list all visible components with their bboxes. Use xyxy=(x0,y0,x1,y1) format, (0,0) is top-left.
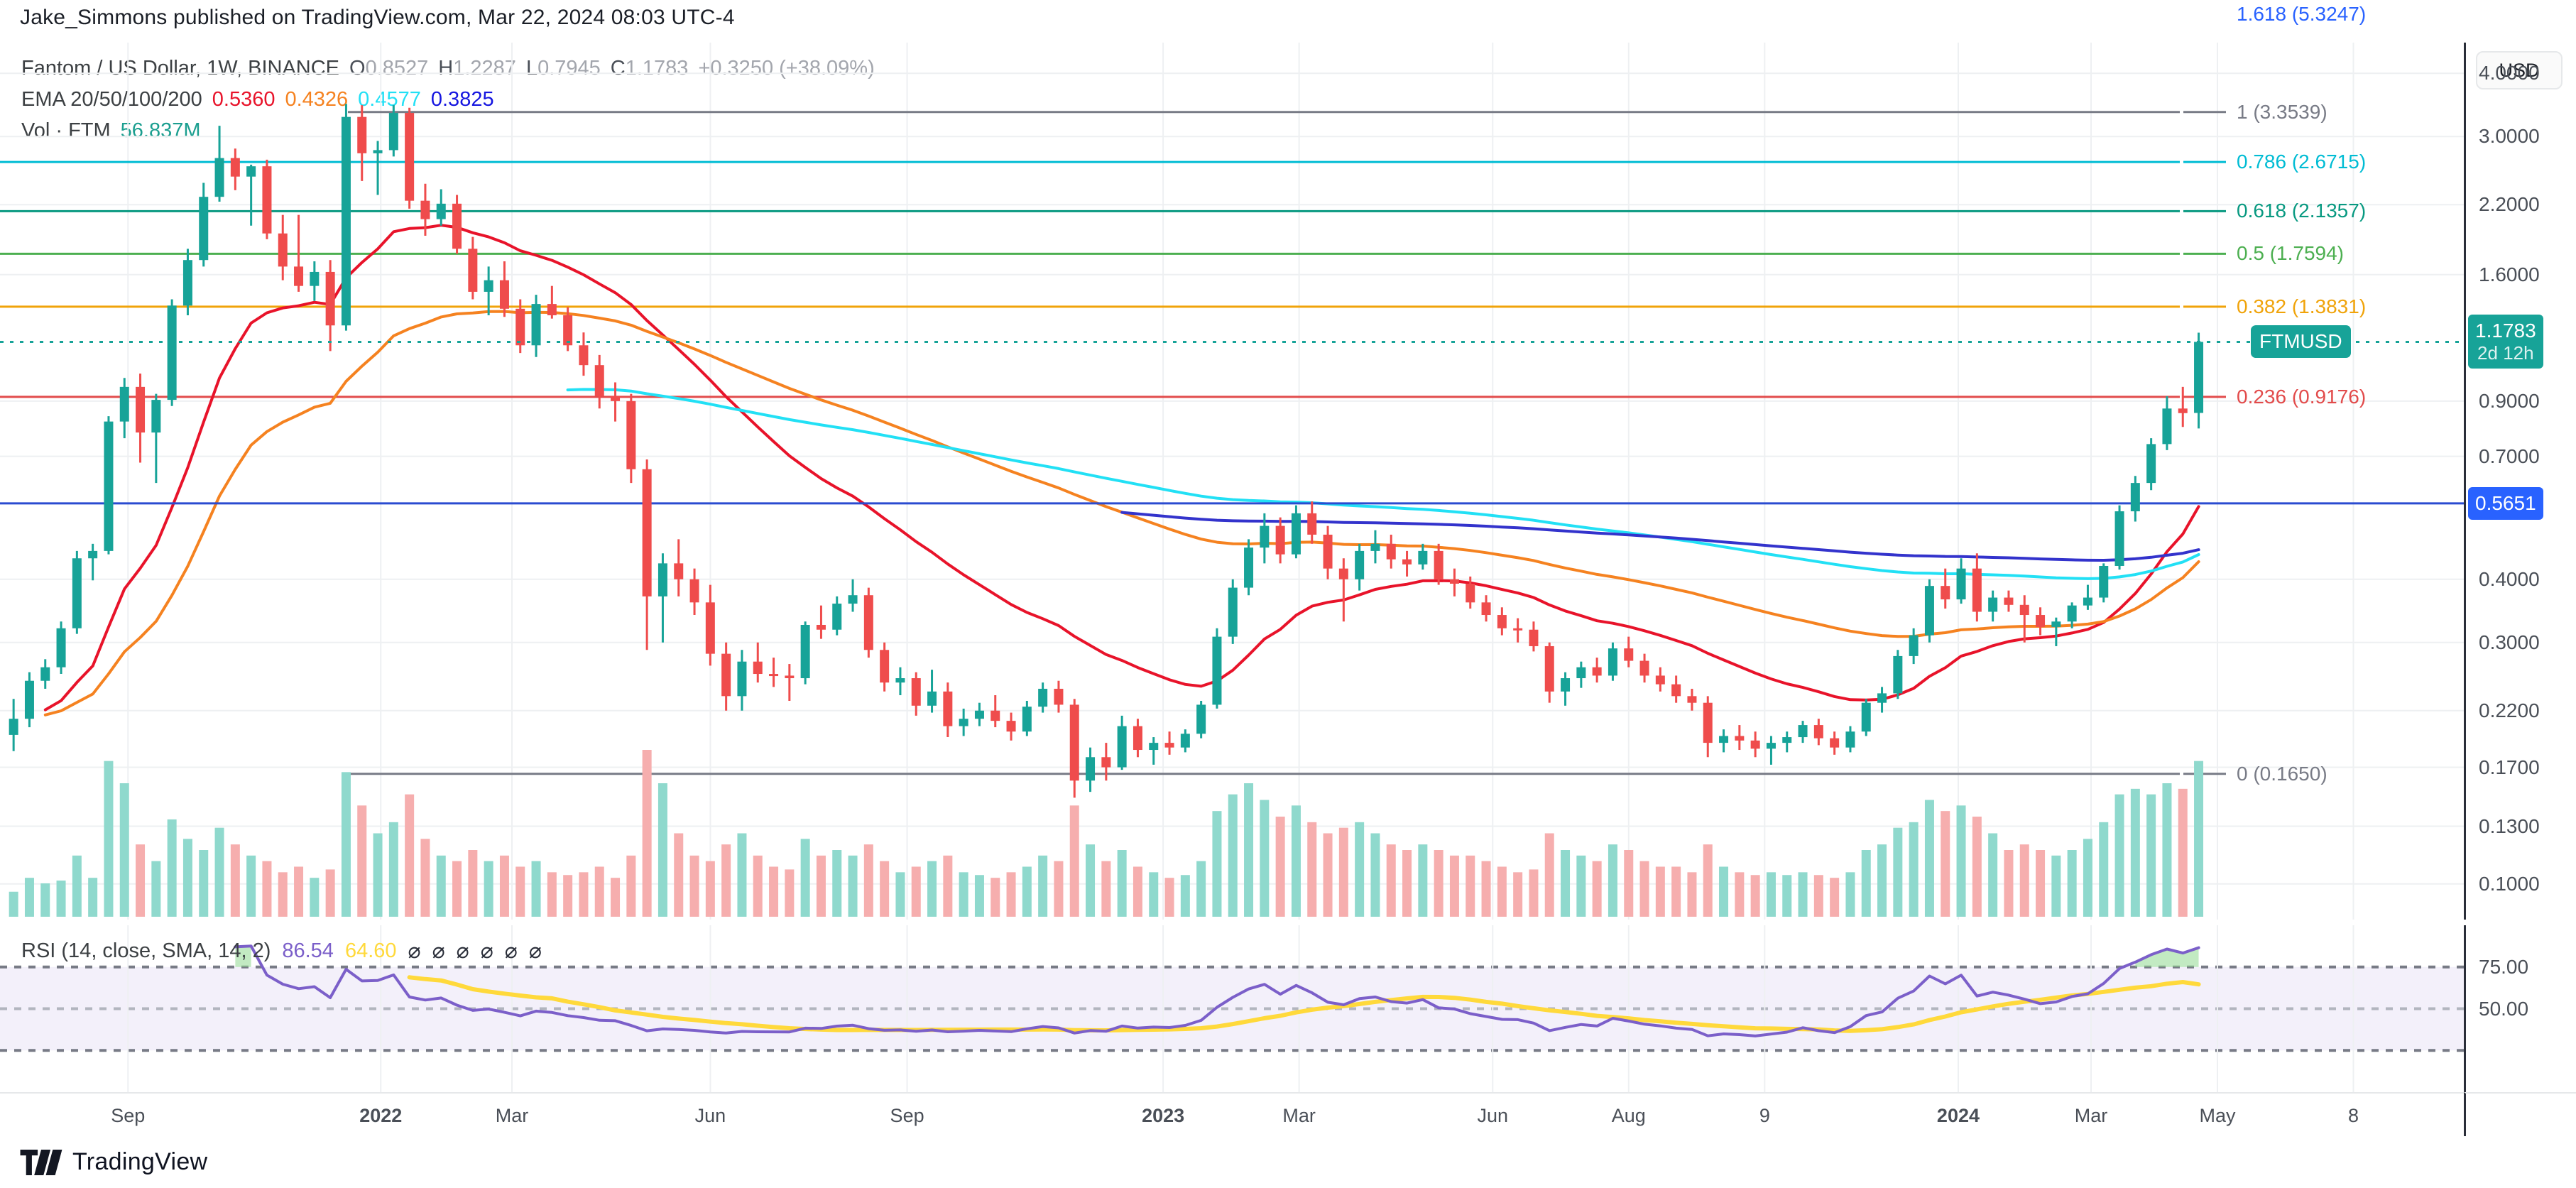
time-axis-label: Jun xyxy=(1477,1105,1509,1126)
symbol-tag-label: FTMUSD xyxy=(2259,330,2342,353)
ema-lines xyxy=(43,224,2200,716)
price-change: +0.3250 (+38.09%) xyxy=(698,57,875,80)
rsi-axis[interactable]: 75.00 50.00 xyxy=(2464,925,2576,1092)
rsi-pane[interactable] xyxy=(0,925,2464,1092)
volume-bars xyxy=(9,750,2204,917)
ohlc-open-value: 0.8527 xyxy=(365,57,429,80)
fib-level-label: 0 (0.1650) xyxy=(2237,762,2327,785)
price-axis-tick: 0.4000 xyxy=(2479,567,2540,590)
fib-level-label: 0.5 (1.7594) xyxy=(2237,242,2344,265)
time-axis[interactable]: Sep 2022 Mar Jun Sep 2023 Mar Jun Aug 9 2024 Mar May… xyxy=(0,1092,2464,1138)
symbol-price-tag: FTMUSD xyxy=(2251,325,2351,359)
empty-marker-icon: ⌀ xyxy=(528,939,542,963)
price-axis-tick: 2.2000 xyxy=(2479,193,2540,216)
time-axis-label: Mar xyxy=(495,1105,529,1126)
rsi-title[interactable]: RSI (14, close, SMA, 14, 2) xyxy=(21,939,271,962)
tradingview-mark-icon xyxy=(20,1149,62,1175)
time-axis-label: May xyxy=(2199,1105,2236,1126)
ohlc-low-value: 0.7945 xyxy=(537,57,601,80)
empty-marker-icon: ⌀ xyxy=(408,939,421,963)
time-axis-label: Mar xyxy=(1282,1105,1316,1126)
countdown-timer: 2d 12h xyxy=(2477,342,2534,364)
ema-title[interactable]: EMA 20/50/100/200 xyxy=(21,88,202,111)
price-axis-tick: 0.1300 xyxy=(2479,814,2540,837)
rsi-overbought-fill xyxy=(235,946,2199,967)
price-pane[interactable] xyxy=(0,43,2464,920)
rsi-value: 86.54 xyxy=(282,939,334,962)
footer: TradingView xyxy=(0,1136,2576,1188)
price-axis-tick: 0.3000 xyxy=(2479,631,2540,653)
time-axis-label: 2022 xyxy=(359,1105,403,1126)
rsi-sma-value: 64.60 xyxy=(344,939,397,962)
last-price-value: 1.1783 xyxy=(2475,319,2536,342)
price-axis-tick: 3.0000 xyxy=(2479,125,2540,148)
ema50-value: 0.4326 xyxy=(285,88,349,111)
price-axis[interactable]: USD 4.0000 3.0000 2.2000 1.6000 0.9000 0.7000… xyxy=(2464,43,2576,920)
time-axis-corner xyxy=(2464,1092,2576,1138)
fib-level-label: 0.236 (0.9176) xyxy=(2237,385,2367,408)
ema200-value: 0.3825 xyxy=(430,88,494,111)
time-axis-label: Jun xyxy=(694,1105,726,1126)
fib-retracement-lines xyxy=(0,111,2226,775)
rsi-line xyxy=(234,944,2200,1037)
price-axis-tick: 0.1000 xyxy=(2479,872,2540,895)
tradingview-logo[interactable]: TradingView xyxy=(20,1148,207,1176)
empty-marker-icon: ⌀ xyxy=(432,939,445,963)
price-axis-tick: 4.0000 xyxy=(2479,62,2540,85)
empty-marker-icon: ⌀ xyxy=(456,939,469,963)
legend-row-ema[interactable]: EMA 20/50/100/200 0.5360 0.4326 0.4577 0… xyxy=(21,84,875,115)
rsi-band xyxy=(0,966,2464,1051)
ema100-value: 0.4577 xyxy=(358,88,421,111)
time-axis-label: Sep xyxy=(111,1105,146,1126)
fib-level-label: 1 (3.3539) xyxy=(2237,100,2327,123)
ema20-value: 0.5360 xyxy=(212,88,275,111)
price-axis-tick: 0.2200 xyxy=(2479,699,2540,721)
time-axis-label: 2024 xyxy=(1936,1105,1980,1126)
rsi-axis-tick: 50.00 xyxy=(2479,997,2529,1020)
fib-level-label: 0.382 (1.3831) xyxy=(2237,295,2367,317)
time-axis-label: Mar xyxy=(2074,1105,2108,1126)
symbol-title[interactable]: Fantom / US Dollar, 1W, BINANCE xyxy=(21,57,340,80)
fib-level-label: 0.618 (2.1357) xyxy=(2237,200,2367,222)
volume-title[interactable]: Vol · FTM xyxy=(21,119,111,142)
fib-level-label: 1.618 (5.3247) xyxy=(2237,3,2367,25)
chart-legend: Fantom / US Dollar, 1W, BINANCE O0.8527 … xyxy=(21,53,875,146)
price-axis-tick: 0.7000 xyxy=(2479,445,2540,467)
ohlc-high-value: 1.2287 xyxy=(453,57,516,80)
empty-marker-icon: ⌀ xyxy=(480,939,493,963)
legend-row-volume[interactable]: Vol · FTM 56.837M xyxy=(21,115,875,146)
currency-badge[interactable]: USD xyxy=(2476,51,2563,89)
time-axis-label: Sep xyxy=(890,1105,924,1126)
time-axis-label: Aug xyxy=(1611,1105,1646,1126)
volume-value: 56.837M xyxy=(120,119,201,142)
empty-marker-icon: ⌀ xyxy=(504,939,518,963)
price-axis-tick: 0.9000 xyxy=(2479,389,2540,412)
price-gridlines xyxy=(0,43,2464,920)
rsi-gridlines xyxy=(0,925,2464,1092)
rsi-legend[interactable]: RSI (14, close, SMA, 14, 2) 86.54 64.60 … xyxy=(21,939,542,964)
candlesticks xyxy=(9,104,2204,798)
price-axis-tick: 1.6000 xyxy=(2479,263,2540,285)
tradingview-wordmark: TradingView xyxy=(72,1148,208,1175)
level-price-tag: 0.5651 xyxy=(2468,486,2543,520)
last-price-tag: 1.1783 2d 12h xyxy=(2468,315,2543,369)
attribution-text: Jake_Simmons published on TradingView.co… xyxy=(20,6,735,29)
time-axis-label: 9 xyxy=(1759,1105,1770,1126)
fib-level-label: 0.786 (2.6715) xyxy=(2237,151,2367,173)
time-axis-label: 2023 xyxy=(1142,1105,1185,1126)
ohlc-close-value: 1.1783 xyxy=(625,57,689,80)
rsi-sma-line xyxy=(407,975,2201,1033)
time-axis-label: 8 xyxy=(2348,1105,2359,1126)
price-axis-tick: 0.1700 xyxy=(2479,756,2540,778)
legend-row-symbol[interactable]: Fantom / US Dollar, 1W, BINANCE O0.8527 … xyxy=(21,53,875,84)
rsi-axis-tick: 75.00 xyxy=(2479,955,2529,978)
